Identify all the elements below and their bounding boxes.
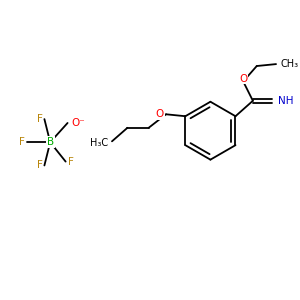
Text: F: F bbox=[37, 160, 43, 170]
Text: F: F bbox=[37, 114, 43, 124]
Text: H₃C: H₃C bbox=[90, 138, 108, 148]
Text: B: B bbox=[46, 137, 54, 147]
Text: O⁻: O⁻ bbox=[71, 118, 85, 128]
Text: CH₃: CH₃ bbox=[281, 59, 299, 69]
Text: O: O bbox=[156, 109, 164, 119]
Text: O: O bbox=[239, 74, 247, 84]
Text: NH: NH bbox=[278, 96, 293, 106]
Text: F: F bbox=[19, 137, 25, 147]
Text: F: F bbox=[68, 157, 74, 166]
